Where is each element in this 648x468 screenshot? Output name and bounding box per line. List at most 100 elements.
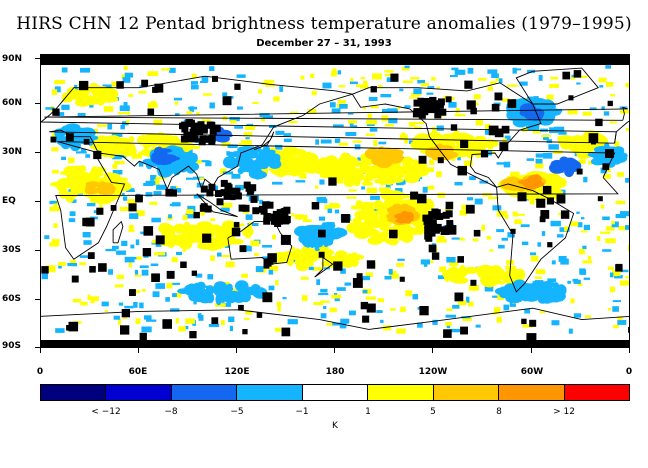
anomaly-speckle [365, 272, 373, 277]
color-swatch-8 [499, 385, 565, 400]
missing-data-cell [266, 201, 274, 209]
anomaly-speckle [129, 213, 139, 219]
anomaly-speckle [330, 204, 341, 208]
anomaly-speckle [360, 77, 366, 80]
missing-data-cell [432, 102, 439, 110]
map-subtitle: December 27 – 31, 1993 [256, 38, 392, 49]
anomaly-speckle [430, 260, 434, 263]
missing-data-cell [71, 275, 79, 283]
anomaly-speckle [436, 238, 447, 243]
anomaly-speckle [123, 65, 128, 71]
anomaly-speckle [464, 160, 473, 167]
anomaly-speckle [201, 76, 209, 82]
anomaly-speckle [276, 301, 282, 307]
anomaly-speckle [200, 81, 208, 83]
anomaly-speckle [543, 152, 553, 159]
anomaly-speckle [363, 80, 368, 87]
colorbar-label-8: 8 [496, 407, 502, 417]
missing-data-cell [65, 133, 74, 142]
anomaly-speckle [554, 126, 565, 133]
anomaly-speckle [329, 102, 336, 108]
anomaly-speckle [449, 261, 459, 267]
anomaly-speckle [572, 278, 578, 282]
anomaly-speckle [583, 277, 591, 280]
anomaly-speckle [410, 92, 422, 96]
anomaly-speckle [578, 75, 588, 78]
anomaly-speckle [145, 192, 153, 197]
anomaly-speckle [102, 84, 112, 89]
lat-label-30n: 30N [2, 147, 23, 157]
missing-data-cell [576, 168, 583, 175]
anomaly-speckle [602, 249, 612, 252]
anomaly-speckle [605, 226, 615, 231]
anomaly-speckle [87, 294, 91, 300]
anomaly-speckle [275, 130, 285, 135]
anomaly-speckle [229, 325, 233, 332]
anomaly-speckle [200, 211, 205, 216]
anomaly-speckle [261, 81, 272, 85]
anomaly-speckle [245, 214, 253, 220]
missing-data-cell [450, 124, 458, 131]
missing-data-cell [445, 96, 452, 103]
cool-anomaly-region [223, 145, 282, 180]
anomaly-speckle [119, 105, 130, 111]
anomaly-speckle [396, 180, 404, 186]
missing-data-cell [166, 270, 175, 279]
anomaly-speckle [550, 220, 561, 227]
anomaly-speckle [467, 67, 474, 74]
missing-data-cell [68, 321, 79, 332]
anomaly-speckle [275, 280, 279, 286]
anomaly-speckle [269, 124, 277, 128]
anomaly-speckle [275, 252, 285, 255]
anomaly-speckle [496, 316, 502, 323]
anomaly-speckle [602, 174, 611, 179]
anomaly-speckle [448, 102, 457, 108]
missing-data-cell [399, 276, 405, 282]
anomaly-speckle [384, 275, 392, 280]
europe-asia-outline [41, 75, 617, 191]
anomaly-speckle [338, 85, 346, 88]
map-title: HIRS CHN 12 Pentad brightness temperatur… [16, 14, 632, 34]
anomaly-speckle [258, 89, 263, 94]
anomaly-speckle [191, 84, 199, 90]
missing-data-cell [424, 226, 432, 234]
anomaly-speckle [450, 145, 460, 151]
colorbar-label-minus-1: −1 [295, 407, 309, 417]
anomaly-speckle [509, 302, 516, 307]
anomaly-speckle [116, 250, 127, 255]
anomaly-speckle [351, 205, 362, 210]
anomaly-speckle [310, 73, 315, 78]
missing-data-cell [457, 256, 464, 263]
missing-data-cell [547, 242, 553, 248]
missing-data-cell [446, 220, 454, 227]
anomaly-speckle [135, 318, 141, 325]
anomaly-speckle [155, 176, 167, 180]
anomaly-speckle [135, 210, 145, 216]
anomaly-speckle [268, 265, 279, 271]
missing-data-cell [180, 261, 187, 268]
anomaly-speckle [151, 239, 157, 244]
missing-data-cell [494, 128, 504, 138]
anomaly-speckle [377, 84, 383, 88]
anomaly-speckle [175, 113, 180, 116]
anomaly-speckle [217, 252, 222, 257]
missing-data-cell [417, 193, 427, 204]
cool-anomaly-region [494, 279, 567, 304]
anomaly-speckle [344, 282, 352, 286]
anomaly-speckle [334, 209, 340, 214]
missing-data-cell [165, 188, 174, 197]
anomaly-speckle [121, 240, 128, 246]
anomaly-speckle [362, 107, 367, 110]
anomaly-speckle [345, 132, 357, 136]
anomaly-speckle [380, 319, 384, 323]
anomaly-speckle [116, 274, 125, 279]
anomaly-speckle [399, 88, 404, 92]
missing-data-cell [437, 157, 444, 164]
anomaly-speckle [408, 140, 413, 144]
anomaly-speckle [99, 204, 103, 208]
anomaly-speckle [583, 176, 588, 183]
anomaly-speckle [457, 157, 461, 161]
missing-data-cell [428, 101, 436, 109]
anomaly-speckle [436, 171, 442, 177]
anomaly-speckle [481, 224, 486, 231]
